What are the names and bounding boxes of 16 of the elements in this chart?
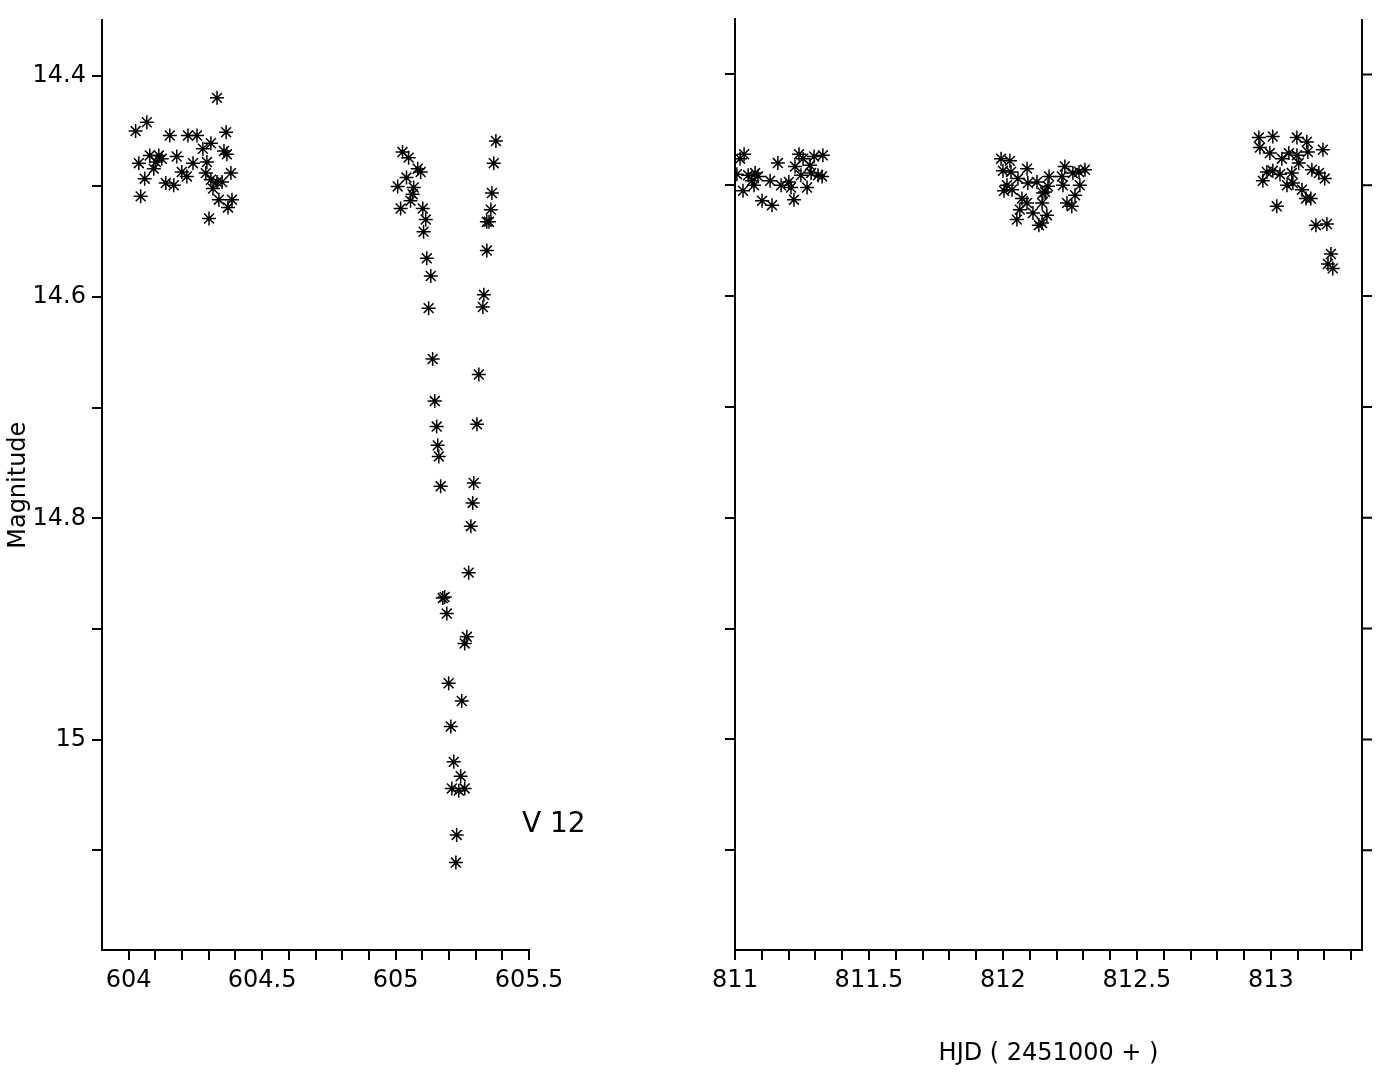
x-tick-label: 812.5: [1102, 964, 1172, 993]
x-tick-label: 604: [105, 964, 152, 993]
x-tick-label: 811.5: [834, 964, 904, 993]
y-tick-label: 14.8: [32, 502, 86, 531]
y-tick-label: 14.6: [32, 281, 86, 310]
x-tick-label: 605: [372, 964, 419, 993]
y-axis-title: Magnitude: [2, 421, 31, 549]
x-tick-label: 813: [1247, 964, 1294, 993]
x-axis-title: HJD ( 2451000 + ): [938, 1037, 1159, 1066]
annotation: V 12: [522, 806, 586, 840]
x-tick-label: 604.5: [227, 964, 297, 993]
x-tick-label: 605.5: [494, 964, 564, 993]
x-tick-label: 812: [980, 964, 1026, 993]
x-tick-label: 811: [712, 964, 758, 993]
y-tick-label: 14.4: [32, 59, 86, 88]
y-tick-label: 15: [55, 723, 86, 752]
